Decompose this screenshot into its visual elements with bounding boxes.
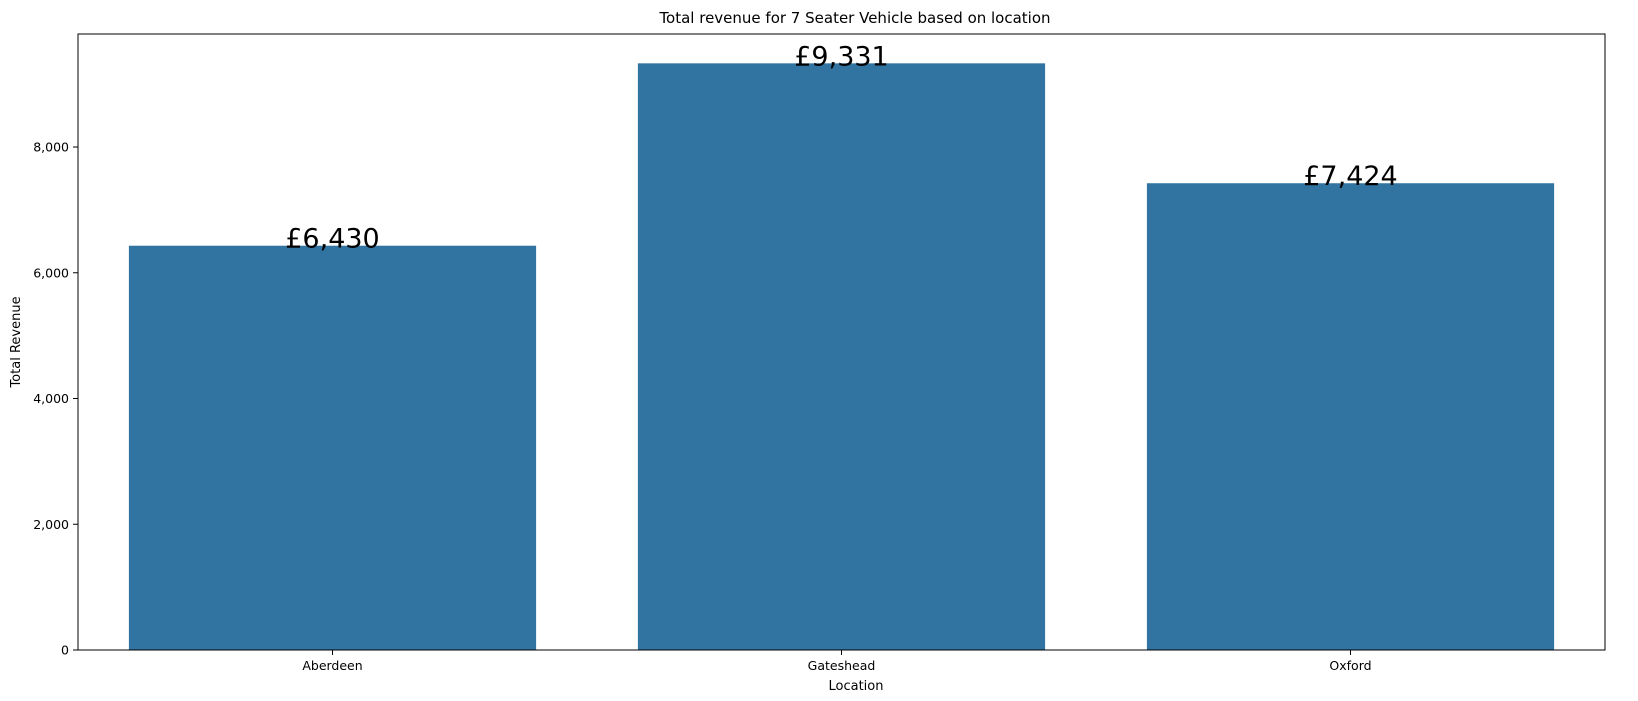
y-tick-label: 6,000 bbox=[33, 265, 69, 280]
bar-oxford bbox=[1146, 183, 1555, 650]
bar-aberdeen bbox=[128, 245, 537, 650]
x-tick-label-gateshead: Gateshead bbox=[808, 658, 876, 673]
data-labels-group: £6,430 £9,331 £7,424 bbox=[285, 41, 1397, 254]
x-axis-ticks: Aberdeen Gateshead Oxford bbox=[302, 650, 1372, 673]
chart-title: Total revenue for 7 Seater Vehicle based… bbox=[658, 9, 1050, 27]
x-tick-label-aberdeen: Aberdeen bbox=[302, 658, 362, 673]
data-label-gateshead: £9,331 bbox=[794, 41, 888, 72]
x-axis-label: Location bbox=[829, 679, 884, 694]
bars-group bbox=[128, 63, 1555, 651]
x-tick-label-oxford: Oxford bbox=[1329, 658, 1371, 673]
data-label-oxford: £7,424 bbox=[1303, 161, 1397, 192]
y-tick-label: 2,000 bbox=[33, 517, 69, 532]
y-tick-label: 4,000 bbox=[33, 391, 69, 406]
bar-gateshead bbox=[637, 63, 1046, 651]
y-tick-label: 8,000 bbox=[33, 140, 69, 155]
data-label-aberdeen: £6,430 bbox=[285, 224, 379, 255]
y-axis-label: Total Revenue bbox=[9, 296, 24, 388]
y-axis-ticks: 0 2,000 4,000 6,000 8,000 bbox=[33, 140, 78, 658]
y-tick-label: 0 bbox=[61, 643, 69, 658]
